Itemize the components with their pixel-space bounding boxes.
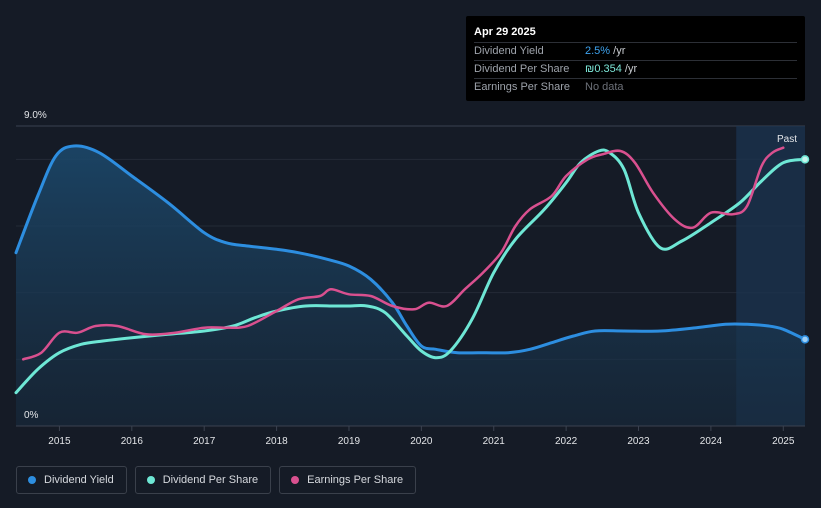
legend-label: Earnings Per Share	[307, 474, 404, 486]
legend-dot-icon	[291, 476, 300, 484]
tooltip-row-dividend-per-share: Dividend Per Share ₪0.354 /yr	[474, 60, 797, 78]
series-lines	[14, 144, 810, 395]
legend-item-dividend-yield[interactable]: Dividend Yield	[16, 466, 127, 494]
legend-dot-icon	[28, 476, 36, 484]
tooltip-label: Dividend Per Share	[474, 63, 570, 75]
tooltip-label: Dividend Yield	[474, 45, 544, 57]
x-tick-label: 2024	[700, 436, 723, 447]
tooltip-unit: /yr	[610, 45, 626, 57]
x-tick-label: 2017	[193, 436, 216, 447]
legend-item-earnings-per-share[interactable]: Earnings Per Share	[279, 466, 417, 494]
dividend-yield-value: 2.5%	[585, 45, 611, 57]
y-axis-min-label: 0%	[24, 410, 39, 421]
tooltip-row-earnings-per-share: Earnings Per Share No data	[474, 78, 797, 96]
dividend-per-share-end-point	[800, 155, 810, 164]
x-axis-ticks: 2015 2016 2017 2018 2019 2020 2021 2022 2023 2024…	[48, 426, 795, 447]
tooltip-label: Earnings Per Share	[474, 81, 570, 93]
dividend-yield-line	[14, 144, 807, 355]
tooltip-value: ₪0.354 /yr	[585, 61, 637, 78]
dividend-yield-end-point	[800, 335, 810, 344]
x-tick-label: 2016	[121, 436, 144, 447]
x-tick-label: 2015	[48, 436, 71, 447]
tooltip-row-dividend-yield: Dividend Yield 2.5% /yr	[474, 42, 797, 60]
legend-dot-icon	[146, 476, 155, 484]
y-axis-max-label: 9.0%	[24, 110, 47, 121]
dividend-yield-area	[16, 145, 805, 426]
tooltip-unit: /yr	[621, 63, 638, 75]
x-tick-label: 2020	[410, 436, 433, 447]
earnings-per-share-line	[21, 146, 785, 361]
tooltip-date: Apr 29 2025	[474, 26, 536, 38]
legend-label: Dividend Yield	[44, 474, 114, 486]
past-label: Past	[777, 134, 797, 145]
earnings-per-share-value: No data	[585, 81, 624, 93]
x-tick-label: 2018	[265, 436, 288, 447]
legend: Dividend Yield Dividend Per Share Earnin…	[16, 466, 417, 494]
legend-item-dividend-per-share[interactable]: Dividend Per Share	[134, 466, 272, 494]
x-tick-label: 2023	[627, 436, 650, 447]
tooltip-value: 2.5% /yr	[585, 43, 625, 60]
x-tick-label: 2019	[338, 436, 361, 447]
x-tick-label: 2021	[483, 436, 506, 447]
tooltip: Apr 29 2025 Dividend Yield 2.5% /yr Divi…	[466, 16, 805, 101]
dividend-per-share-value: ₪0.354	[585, 63, 622, 75]
legend-label: Dividend Per Share	[162, 474, 259, 486]
x-tick-label: 2025	[772, 436, 795, 447]
x-tick-label: 2022	[555, 436, 578, 447]
